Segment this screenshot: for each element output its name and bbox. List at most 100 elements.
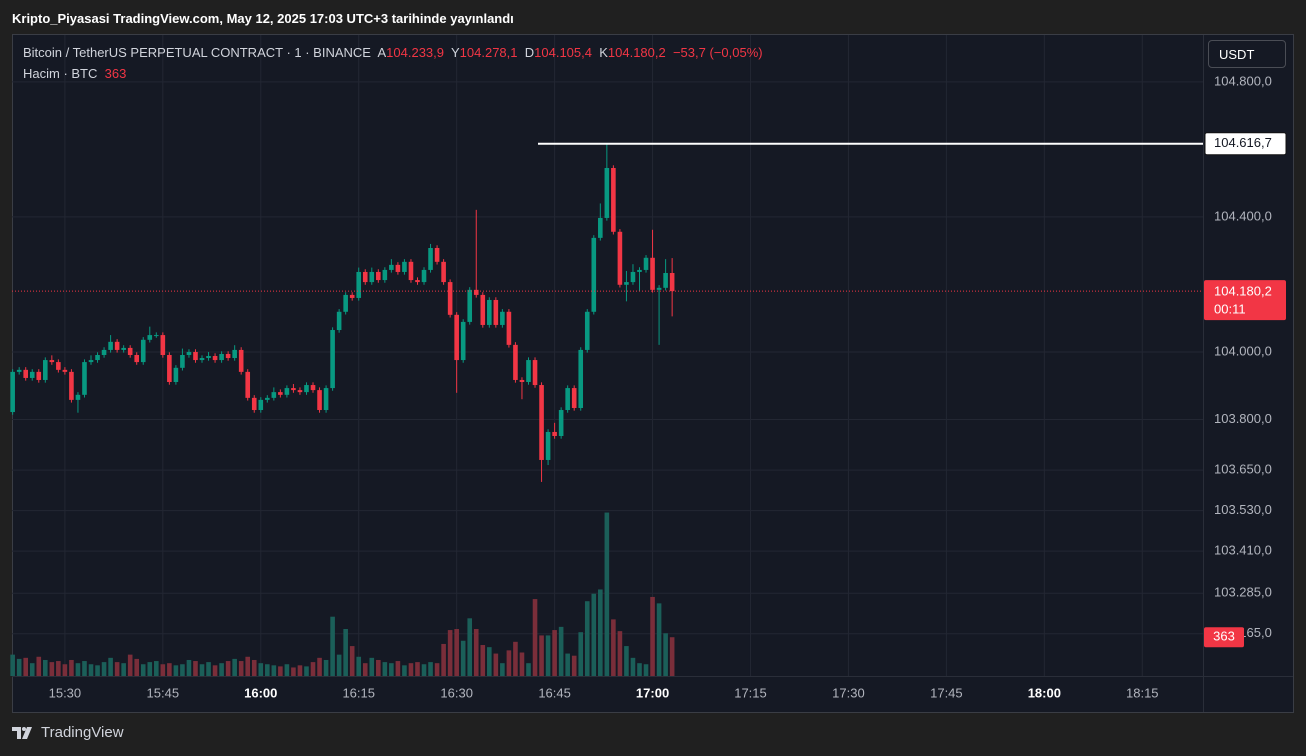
candle-body [343,294,348,312]
candle-body [473,289,479,295]
volume-bar [428,662,433,676]
volume-bar [389,663,394,676]
volume-bar [376,659,381,676]
candle-body [663,273,668,288]
candle-body [49,360,55,363]
volume-bar [578,632,584,676]
volume-bar [297,665,303,676]
volume-tag [1204,627,1244,648]
volume-bar [493,653,499,676]
candle-body [212,356,218,361]
volume-bar [310,662,316,676]
candle-body [421,269,427,283]
candle-body [519,379,525,382]
candle-body [460,321,466,361]
candle-body [415,280,420,283]
volume-bar [513,641,518,676]
candle-body [23,369,29,378]
volume-bar [43,659,48,676]
countdown: 00:11 [1214,302,1246,317]
volume-bar [650,596,655,676]
last-price-box [1204,280,1286,321]
volume-bar [500,663,505,676]
candle-body [349,294,355,298]
x-tick-label: 16:45 [538,685,571,700]
x-tick-label: 17:45 [930,685,963,700]
volume-bar [624,646,629,676]
candle-body [323,388,329,411]
publish-info: Kripto_Piyasasi TradingView.com, May 12,… [12,11,514,26]
volume-bar [284,664,290,676]
candle-body [617,231,623,285]
candle-body [656,287,662,290]
volume-bar [415,662,420,676]
x-tick-label: 15:30 [49,685,82,700]
volume-bar [219,663,224,676]
ohlc-value: 104.233,9 [386,45,444,60]
candle-body [29,371,35,378]
volume-bar [669,637,675,676]
candle-body [154,335,159,337]
candle-body [160,335,166,355]
candle-body [643,257,649,270]
brand-logo [12,726,32,739]
volume-bar [62,664,68,676]
candle-body [382,269,388,281]
volume-bar [251,659,257,676]
candle-body [206,356,211,359]
change: −53,7 (−0,05%) [672,45,763,60]
x-tick-label: 16:15 [342,685,375,700]
volume-bar [571,655,577,676]
candle-body [251,397,257,411]
volume-bar [395,661,401,676]
x-tick-label: 16:30 [440,685,473,700]
volume-bar [238,661,244,676]
candle-body [43,360,48,380]
candle-body [493,299,499,325]
volume-bar [199,664,205,676]
volume-bar [545,635,551,676]
candle-body [101,349,107,355]
candle-body [304,385,309,393]
candle-body [552,431,557,437]
volume-bar [421,664,427,676]
volume-bar [480,645,486,676]
volume-bar [147,662,153,676]
volume-bar [160,664,166,676]
volume-bar [343,628,348,676]
candle-body [598,217,603,238]
volume-bar [140,664,146,676]
x-tick-label: 17:00 [636,685,669,700]
candle-body [434,247,440,262]
candle-body [193,351,198,361]
candle-body [199,358,205,361]
x-tick-label: 17:30 [832,685,865,700]
volume-bar [304,666,309,676]
candle-body [271,392,277,398]
volume-bar [323,659,329,676]
candle-body [630,271,636,283]
candle-body [362,271,368,283]
x-tick-label: 18:00 [1028,685,1061,700]
volume-bar [16,658,22,676]
volume-bar [591,593,597,676]
candle-body [245,371,251,398]
volume-bar [10,654,15,676]
volume-tag-label: 363 [1213,629,1235,644]
candle-body [389,264,394,270]
candle-body [584,311,590,350]
candle-body [539,385,544,460]
y-tick-label: 103.410,0 [1214,543,1272,558]
candle-body [558,410,564,437]
candle-body [545,431,551,460]
candle-body [225,353,231,359]
volume-bar [101,662,107,676]
candle-body [167,354,172,382]
volume-bar [212,665,218,676]
volume-bar [656,603,662,676]
candle-body [258,399,264,411]
volume-bar [167,663,172,676]
candle-body [95,354,100,361]
currency-button[interactable]: USDT [1208,40,1286,68]
candle-body [88,360,94,363]
